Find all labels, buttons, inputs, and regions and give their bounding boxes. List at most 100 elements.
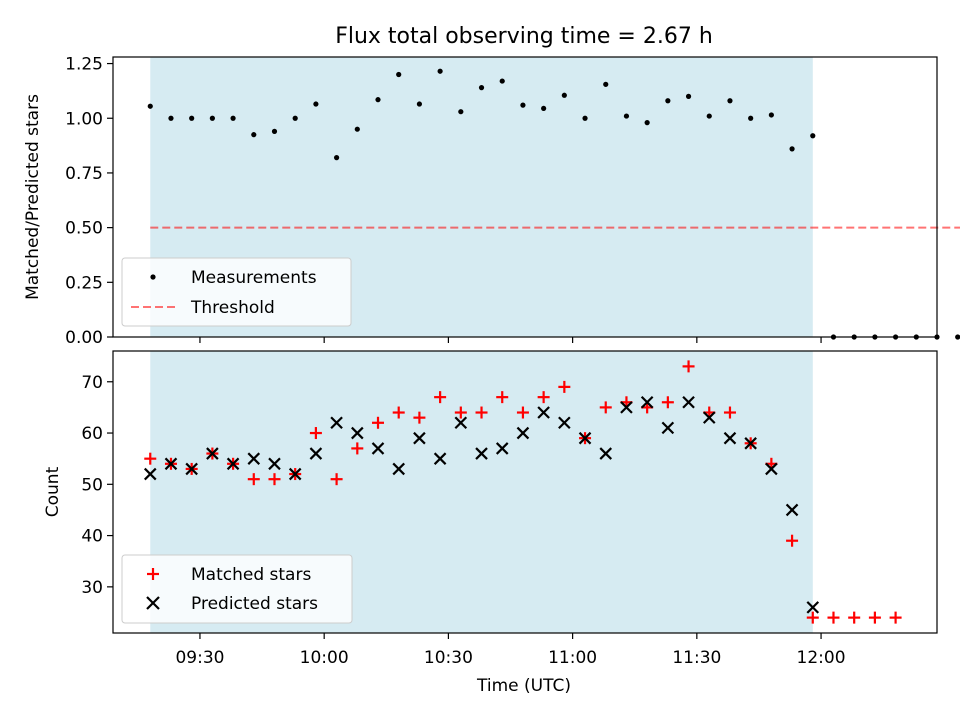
predicted-star-point (765, 462, 778, 476)
predicted-star-point (268, 457, 281, 471)
matched-star-point (889, 611, 902, 624)
bottom-y-tick-label: 40 (81, 527, 103, 547)
predicted-star-point (661, 421, 675, 435)
matched-star-point (392, 406, 405, 419)
matched-star-point (827, 611, 840, 624)
measurement-point (561, 92, 567, 98)
top-y-axis-label: Matched/Predicted stars (23, 94, 43, 300)
predicted-star-point (537, 406, 550, 419)
bottom-y-ticks: 30 40 50 60 70 (81, 373, 113, 598)
matched-star-point (682, 360, 695, 373)
measurement-point (189, 115, 195, 121)
legend-matched-stars-label: Matched stars (191, 565, 311, 585)
measurement-point (727, 98, 733, 104)
matched-star-point (723, 406, 736, 419)
matched-star-point (144, 452, 157, 465)
measurement-point (603, 81, 609, 87)
bottom-y-tick-label: 70 (81, 373, 103, 393)
predicted-star-point (744, 437, 757, 450)
predicted-star-point (413, 431, 426, 445)
predicted-star-point (392, 462, 405, 476)
predicted-star-point (371, 442, 385, 455)
matched-star-point (330, 473, 343, 486)
top-y-tick-label: 1.00 (65, 109, 103, 129)
measurement-point (209, 115, 215, 121)
predicted-star-point (309, 447, 323, 460)
top-y-tick-label: 0.75 (65, 164, 103, 184)
predicted-star-point (185, 462, 198, 476)
predicted-star-point (206, 447, 219, 460)
matched-star-point (413, 411, 426, 424)
predicted-star-point (723, 431, 737, 445)
x-axis-label: Time (UTC) (476, 676, 571, 696)
chart-title: Flux total observing time = 2.67 h (335, 24, 713, 49)
x-tick-label: 12:00 (797, 648, 846, 668)
top-y-tick-label: 0.25 (65, 273, 103, 293)
predicted-star-point (620, 401, 633, 414)
measurement-point (354, 126, 360, 132)
predicted-star-point (351, 426, 364, 440)
measurement-point (520, 102, 526, 108)
matched-star-point (599, 401, 612, 414)
matched-star-point (475, 406, 488, 419)
predicted-star-point (164, 457, 178, 471)
predicted-star-point (640, 395, 654, 409)
measurement-point (230, 115, 236, 121)
predicted-star-point (143, 467, 157, 481)
matched-star-point (309, 427, 322, 440)
measurement-point (271, 128, 278, 134)
matched-star-point (868, 611, 881, 624)
matched-star-point (806, 611, 819, 624)
x-tick-label: 09:30 (175, 648, 224, 668)
measurement-point (665, 98, 671, 104)
predicted-star-point (226, 457, 240, 471)
measurement-point (706, 113, 712, 119)
legend-predicted-stars-label: Predicted stars (191, 594, 318, 614)
top-y-tick-label: 0.50 (65, 219, 103, 239)
measurement-point (168, 115, 174, 121)
predicted-stars-points (143, 395, 820, 614)
predicted-star-point (247, 452, 261, 465)
top-legend-box (121, 257, 352, 327)
predicted-star-point (330, 416, 343, 430)
top-y-tick-label: 0.00 (65, 328, 103, 348)
measurement-point (396, 71, 402, 78)
matched-star-point (496, 391, 509, 404)
predicted-star-point (475, 447, 488, 460)
measurement-point (375, 97, 381, 103)
matched-star-point (454, 406, 467, 419)
bottom-axes-frame (112, 350, 938, 634)
matched-star-point (786, 534, 799, 547)
measurement-point (768, 112, 774, 118)
x-tick-label: 11:30 (672, 648, 721, 668)
bottom-x-ticks: 09:30 10:00 10:30 11:00 11:30 12:00 (175, 633, 846, 668)
bottom-y-tick-label: 60 (81, 424, 103, 444)
predicted-star-point (682, 395, 695, 409)
measurement-point (313, 101, 319, 107)
x-tick-label: 10:00 (300, 648, 349, 668)
predicted-star-point (558, 416, 571, 430)
top-x-ticks (199, 337, 822, 343)
x-tick-label: 11:00 (548, 648, 597, 668)
matched-stars-points (144, 360, 902, 624)
matched-star-point (516, 406, 529, 419)
top-panel: 0.00 0.25 0.50 0.75 1.00 1.25 Matched/Predict… (23, 55, 960, 348)
matched-star-point (558, 380, 571, 393)
measurement-point (955, 334, 960, 340)
predicted-star-point (288, 467, 302, 481)
legend-measurements-label: Measurements (191, 268, 317, 288)
matched-star-point (247, 473, 260, 486)
matched-star-point (661, 396, 674, 409)
bottom-legend-box (121, 554, 353, 624)
matched-star-point (372, 416, 385, 429)
legend-measurement-dot-icon (150, 274, 156, 280)
measurement-point (748, 115, 754, 121)
predicted-star-point (516, 426, 530, 440)
bottom-y-tick-label: 30 (81, 578, 103, 598)
top-y-tick-label: 1.25 (65, 55, 103, 75)
matched-star-point (268, 473, 281, 486)
measurement-point (437, 68, 443, 74)
measurement-point (582, 115, 588, 121)
measurement-point (685, 93, 692, 99)
